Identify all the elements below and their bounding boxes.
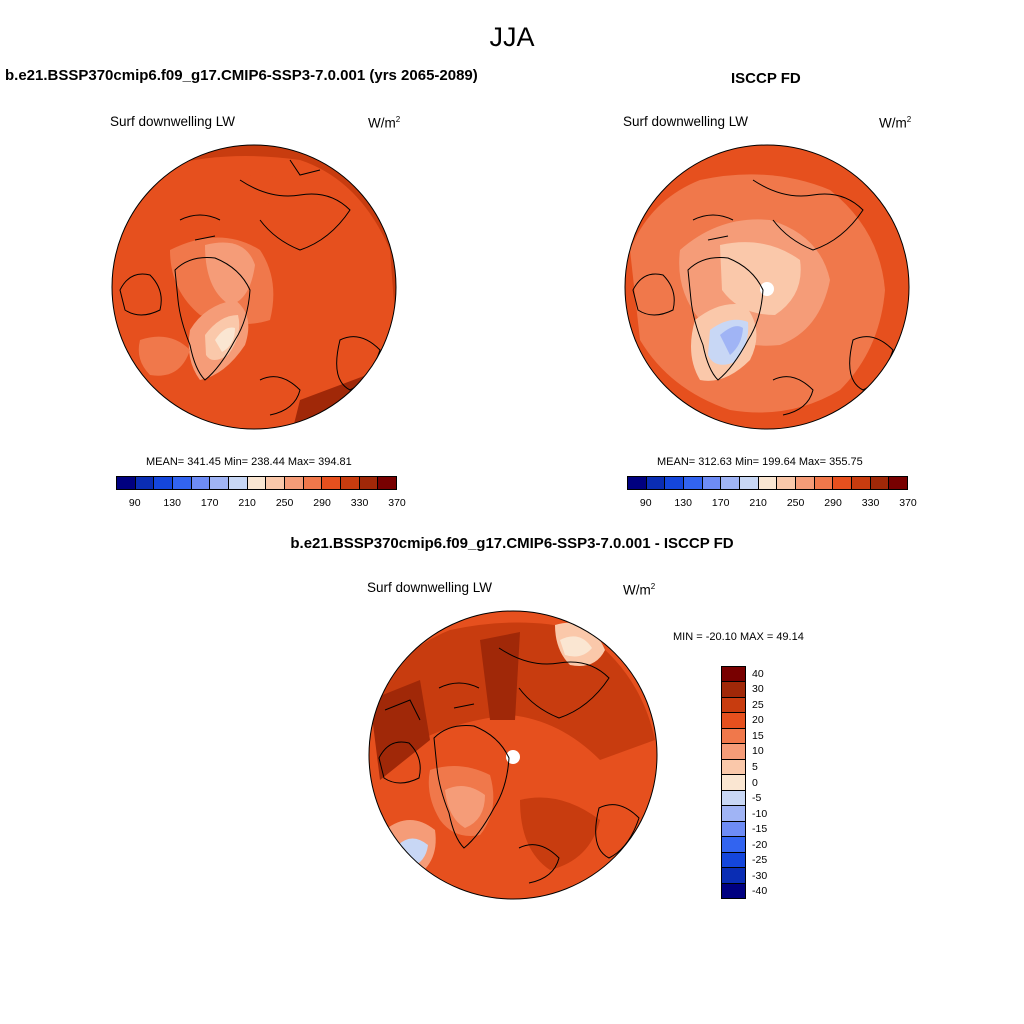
colorbar-swatch [303,477,323,489]
colorbar-tick-label: 130 [163,497,181,509]
obs-variable-label: Surf downwelling LW [623,114,749,129]
colorbar-swatch [173,477,192,489]
colorbar-swatch [702,477,722,489]
diff-panel-title: b.e21.BSSP370cmip6.f09_g17.CMIP6-SSP3-7.… [290,535,734,552]
colorbar-tick-label: 210 [749,497,767,509]
colorbar-swatch [722,667,745,683]
colorbar-tick-label: 10 [752,745,764,758]
colorbar-swatch [341,477,360,489]
colorbar-swatch [247,477,267,489]
colorbar-swatch [722,775,745,791]
colorbar-swatch [191,477,211,489]
colorbar-swatch [266,477,286,489]
colorbar-tick-label: -5 [752,792,762,805]
diff-units-label: W/m2 [623,582,656,598]
colorbar-tick-label: 40 [752,667,764,680]
colorbar-tick-label: 20 [752,714,764,727]
diff-stats: MIN = -20.10 MAX = 49.14 [673,631,804,643]
model-colorbar [116,476,397,490]
colorbar-tick-label: 370 [388,497,406,509]
obs-stats: MEAN= 312.63 Min= 199.64 Max= 355.75 [657,456,863,468]
colorbar-swatch [285,477,304,489]
colorbar-tick-label: 170 [200,497,219,509]
colorbar-tick-label: -30 [752,869,768,882]
colorbar-tick-label: 90 [128,497,141,509]
colorbar-tick-label: -20 [752,838,768,851]
colorbar-tick-label: 370 [899,497,917,509]
colorbar-swatch [740,477,759,489]
colorbar-swatch [722,852,745,869]
colorbar-tick-label: -25 [752,854,768,867]
colorbar-tick-label: 30 [752,683,764,696]
obs-colorbar [627,476,908,490]
diff-colorbar [721,666,746,899]
colorbar-tick-label: 25 [752,698,764,711]
colorbar-swatch [722,837,745,853]
colorbar-swatch [722,868,745,884]
colorbar-tick-label: 250 [786,497,805,509]
colorbar-swatch [852,477,871,489]
colorbar-tick-label: 330 [350,497,369,509]
colorbar-tick-label: 0 [752,776,758,789]
colorbar-swatch [777,477,797,489]
colorbar-swatch [721,477,741,489]
colorbar-tick-label: 250 [275,497,294,509]
colorbar-tick-label: -40 [752,885,768,898]
colorbar-swatch [229,477,248,489]
colorbar-swatch [722,759,745,776]
model-panel-title: b.e21.BSSP370cmip6.f09_g17.CMIP6-SSP3-7.… [5,67,478,84]
colorbar-swatch [722,883,745,899]
colorbar-swatch [665,477,685,489]
obs-panel-title: ISCCP FD [731,70,801,87]
colorbar-swatch [722,713,745,729]
model-variable-label: Surf downwelling LW [110,114,236,129]
colorbar-tick-label: 290 [824,497,842,509]
colorbar-tick-label: -10 [752,807,768,820]
colorbar-swatch [646,477,666,489]
colorbar-swatch [684,477,703,489]
colorbar-tick-label: 15 [752,729,764,742]
colorbar-swatch [628,477,647,489]
colorbar-swatch [722,682,745,698]
colorbar-swatch [135,477,155,489]
colorbar-tick-label: 130 [674,497,692,509]
obs-colorbar-ticks: 90 130 170 210 250 290 330 370 [627,497,917,511]
colorbar-swatch [889,477,908,489]
colorbar-swatch [722,821,745,838]
colorbar-tick-label: 5 [752,760,758,773]
colorbar-swatch [117,477,136,489]
colorbar-swatch [722,728,745,745]
colorbar-swatch [814,477,834,489]
diff-colorbar-ticks: 40 30 25 20 15 10 5 0 -5 -10 -15 -20 -25 -30 -40 [752,666,792,899]
obs-units-label: W/m2 [879,115,912,131]
colorbar-tick-label: 290 [313,497,331,509]
colorbar-swatch [758,477,778,489]
colorbar-tick-label: 90 [639,497,652,509]
colorbar-swatch [870,477,890,489]
colorbar-tick-label: 330 [861,497,880,509]
model-units-label: W/m2 [368,115,401,131]
diff-variable-label: Surf downwelling LW [367,580,493,595]
colorbar-swatch [722,790,745,807]
model-colorbar-ticks: 90 130 170 210 250 290 330 370 [116,497,406,511]
colorbar-swatch [722,806,745,822]
colorbar-swatch [154,477,174,489]
model-stats: MEAN= 341.45 Min= 238.44 Max= 394.81 [146,456,352,468]
colorbar-swatch [378,477,397,489]
colorbar-swatch [833,477,853,489]
colorbar-tick-label: 210 [238,497,256,509]
colorbar-swatch [796,477,815,489]
colorbar-swatch [322,477,342,489]
colorbar-swatch [722,744,745,760]
colorbar-tick-label: 170 [711,497,730,509]
main-title: JJA [489,22,535,52]
colorbar-swatch [359,477,379,489]
colorbar-swatch [210,477,230,489]
colorbar-tick-label: -15 [752,823,768,836]
colorbar-swatch [722,697,745,714]
